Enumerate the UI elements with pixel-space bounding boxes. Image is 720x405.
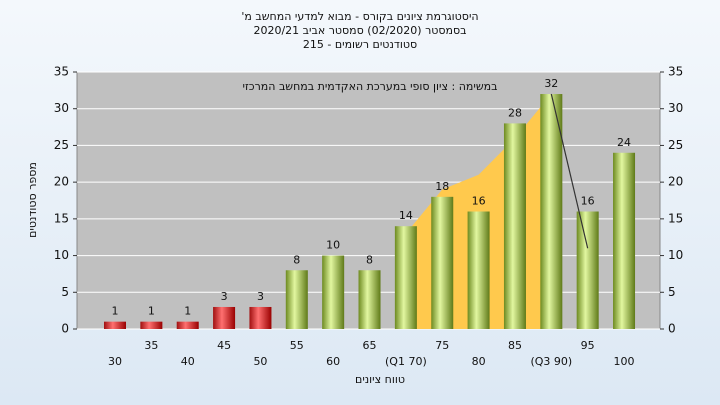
x-tick-label: 65 bbox=[363, 339, 377, 352]
bar bbox=[213, 306, 236, 329]
x-tick-label: 45 bbox=[217, 339, 231, 352]
value-label: 8 bbox=[293, 253, 300, 266]
y2-tick-label: 25 bbox=[668, 138, 683, 152]
bar bbox=[140, 321, 163, 329]
chart-subtitle: בסמסטר (02/2020) סמסטר אביב 2020/21 bbox=[253, 24, 466, 37]
x-tick-label: 75 bbox=[435, 339, 449, 352]
value-label: 3 bbox=[257, 290, 264, 303]
value-label: 18 bbox=[435, 180, 449, 193]
x-tick-label: 80 bbox=[472, 355, 486, 368]
x-tick-label: 85 bbox=[508, 339, 522, 352]
y-tick-label: 30 bbox=[54, 101, 69, 115]
x-tick-label: 100 bbox=[614, 355, 635, 368]
y-tick-label: 20 bbox=[54, 175, 69, 189]
value-label: 28 bbox=[508, 106, 522, 119]
y2-tick-label: 15 bbox=[668, 211, 683, 225]
bar bbox=[285, 270, 308, 329]
y-tick-label: 15 bbox=[54, 211, 69, 225]
value-label: 3 bbox=[221, 290, 228, 303]
value-label: 1 bbox=[148, 305, 155, 318]
value-label: 24 bbox=[617, 136, 631, 149]
value-label: 14 bbox=[399, 209, 413, 222]
x-tick-label: 60 bbox=[326, 355, 340, 368]
x-tick-label: 55 bbox=[290, 339, 304, 352]
x-tick-label: 95 bbox=[581, 339, 595, 352]
overlay-line bbox=[550, 93, 589, 249]
value-label: 16 bbox=[581, 195, 595, 208]
x-tick-label: 50 bbox=[253, 355, 267, 368]
x-axis-label: טווח ציונים bbox=[355, 373, 405, 386]
y2-tick-label: 30 bbox=[668, 101, 683, 115]
x-tick-label: 30 bbox=[108, 355, 122, 368]
y-tick-label: 5 bbox=[61, 285, 69, 299]
y-tick-label: 35 bbox=[54, 65, 69, 79]
y2-tick-label: 20 bbox=[668, 175, 683, 189]
bar bbox=[576, 211, 599, 329]
value-label: 10 bbox=[326, 239, 340, 252]
x-tick-label: (Q1 70) bbox=[385, 355, 427, 368]
y2-tick-label: 10 bbox=[668, 248, 683, 262]
y-axis-label: מספר סטודנטים bbox=[26, 162, 39, 238]
bar bbox=[322, 255, 345, 329]
bar bbox=[467, 211, 490, 329]
bar bbox=[431, 196, 454, 329]
value-label: 1 bbox=[184, 305, 191, 318]
bar bbox=[394, 226, 417, 329]
annotation: במשימה : ציון סופי במערכת האקדמית במחשב … bbox=[243, 80, 498, 93]
y2-tick-label: 0 bbox=[668, 322, 676, 336]
bar bbox=[613, 152, 636, 329]
x-tick-label: 40 bbox=[181, 355, 195, 368]
y2-tick-label: 5 bbox=[668, 285, 676, 299]
bar bbox=[104, 321, 126, 329]
x-tick-label: 35 bbox=[144, 339, 158, 352]
bar bbox=[503, 123, 526, 330]
value-label: 8 bbox=[366, 253, 373, 266]
chart-subtitle: סטודנטים רשומים - 215 bbox=[303, 38, 417, 51]
value-label: 32 bbox=[544, 77, 558, 90]
chart-title: היסטוגרמת ציונים בקורס - מבוא למדעי המחש… bbox=[241, 10, 478, 23]
x-tick-label: (Q3 90) bbox=[530, 355, 572, 368]
bar bbox=[358, 270, 381, 329]
y-tick-label: 25 bbox=[54, 138, 69, 152]
bar bbox=[540, 94, 563, 330]
y-tick-label: 10 bbox=[54, 248, 69, 262]
y-tick-label: 0 bbox=[61, 322, 69, 336]
value-label: 16 bbox=[472, 195, 486, 208]
y2-tick-label: 35 bbox=[668, 65, 683, 79]
bar bbox=[176, 321, 199, 329]
bar bbox=[249, 306, 272, 329]
value-label: 1 bbox=[112, 305, 119, 318]
